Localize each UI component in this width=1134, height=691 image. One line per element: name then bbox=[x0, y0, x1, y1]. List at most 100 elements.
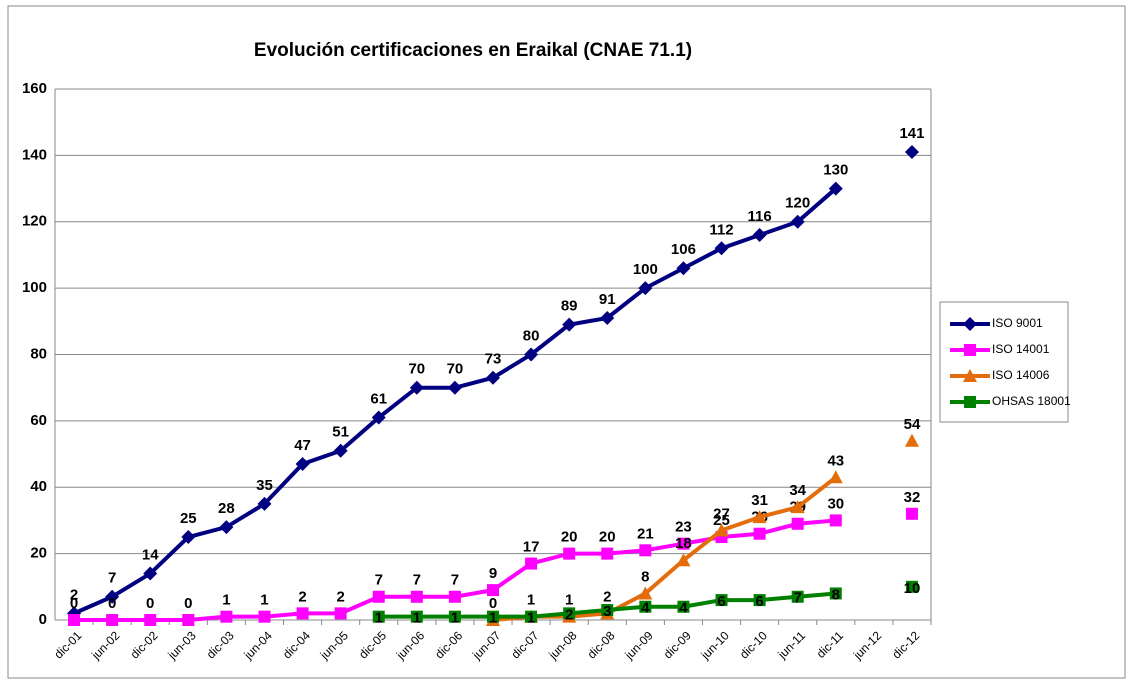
marker bbox=[144, 614, 157, 626]
data-label: 100 bbox=[633, 261, 658, 278]
data-label: 30 bbox=[827, 495, 844, 512]
data-label: 1 bbox=[527, 610, 535, 627]
data-label: 1 bbox=[489, 610, 497, 627]
data-label: 7 bbox=[375, 572, 383, 589]
data-label: 27 bbox=[713, 505, 730, 522]
data-label: 80 bbox=[523, 327, 540, 344]
data-label: 23 bbox=[675, 519, 692, 536]
y-tick-label: 60 bbox=[30, 412, 47, 429]
data-label: 14 bbox=[142, 547, 159, 564]
data-label: 54 bbox=[904, 416, 921, 433]
marker bbox=[753, 527, 766, 540]
data-label: 47 bbox=[294, 437, 311, 454]
marker bbox=[714, 241, 729, 256]
marker bbox=[964, 396, 976, 408]
marker bbox=[219, 520, 234, 535]
marker bbox=[752, 228, 767, 243]
data-label: 20 bbox=[599, 529, 616, 546]
marker bbox=[563, 607, 576, 620]
data-label: 1 bbox=[527, 592, 535, 609]
marker bbox=[904, 145, 919, 160]
data-label: 2 bbox=[70, 586, 78, 603]
data-label: 2 bbox=[565, 606, 573, 623]
marker bbox=[295, 457, 310, 472]
marker bbox=[563, 547, 576, 560]
y-tick-label: 40 bbox=[30, 478, 47, 495]
marker bbox=[334, 607, 347, 620]
marker bbox=[562, 317, 577, 332]
marker bbox=[257, 496, 272, 511]
marker bbox=[639, 600, 652, 613]
marker bbox=[524, 347, 539, 362]
data-label: 20 bbox=[561, 529, 578, 546]
data-label: 0 bbox=[108, 595, 116, 612]
data-label: 9 bbox=[489, 565, 497, 582]
marker bbox=[601, 604, 614, 617]
marker bbox=[487, 610, 499, 623]
data-label: 17 bbox=[523, 539, 540, 556]
marker bbox=[68, 614, 81, 626]
marker bbox=[677, 600, 690, 613]
marker bbox=[601, 547, 614, 560]
data-label: 1 bbox=[413, 610, 421, 627]
marker bbox=[715, 594, 728, 607]
marker bbox=[905, 580, 918, 593]
marker bbox=[447, 380, 462, 395]
marker bbox=[106, 614, 119, 626]
marker bbox=[676, 553, 691, 567]
y-tick-label: 20 bbox=[30, 545, 47, 562]
marker bbox=[600, 310, 615, 325]
legend-label: ISO 9001 bbox=[992, 316, 1043, 330]
marker bbox=[639, 544, 652, 557]
data-label: 112 bbox=[709, 221, 733, 238]
marker bbox=[448, 590, 461, 603]
y-tick-label: 100 bbox=[22, 279, 47, 296]
marker bbox=[828, 181, 843, 196]
marker bbox=[448, 610, 461, 623]
marker bbox=[964, 344, 976, 356]
y-tick-label: 140 bbox=[22, 146, 47, 163]
y-tick-label: 80 bbox=[30, 345, 47, 362]
marker bbox=[638, 281, 653, 296]
data-label: 21 bbox=[637, 525, 654, 542]
marker bbox=[143, 566, 158, 581]
data-label: 1 bbox=[565, 592, 573, 609]
data-label: 51 bbox=[332, 424, 349, 441]
marker bbox=[753, 594, 766, 607]
data-label: 35 bbox=[256, 477, 273, 494]
data-label: 1 bbox=[451, 610, 459, 627]
marker bbox=[371, 410, 386, 425]
legend-label: ISO 14006 bbox=[992, 368, 1050, 382]
data-label: 120 bbox=[785, 195, 810, 212]
data-label: 25 bbox=[713, 512, 730, 529]
data-label: 28 bbox=[218, 500, 235, 517]
data-label: 2 bbox=[336, 588, 344, 605]
marker bbox=[410, 590, 423, 603]
marker bbox=[905, 507, 918, 520]
data-label: 4 bbox=[641, 600, 650, 617]
data-label: 18 bbox=[675, 535, 692, 552]
data-label: 0 bbox=[489, 595, 497, 612]
data-label: 91 bbox=[599, 291, 616, 308]
data-label: 141 bbox=[899, 125, 924, 142]
data-label: 34 bbox=[789, 482, 806, 499]
data-label: 6 bbox=[717, 593, 725, 610]
legend: ISO 9001 ISO 14001 ISO 14006 OHSAS 18001 bbox=[939, 301, 1071, 423]
marker bbox=[790, 500, 805, 514]
data-label: 25 bbox=[180, 510, 197, 527]
marker bbox=[638, 586, 653, 600]
data-label: 70 bbox=[408, 361, 425, 378]
data-label: 61 bbox=[370, 391, 387, 408]
marker bbox=[791, 590, 804, 603]
data-label: 70 bbox=[447, 361, 464, 378]
marker bbox=[182, 614, 195, 626]
marker bbox=[409, 380, 424, 395]
marker bbox=[829, 514, 842, 527]
data-label: 0 bbox=[184, 595, 192, 612]
marker bbox=[372, 610, 385, 623]
y-tick-label: 120 bbox=[22, 213, 47, 230]
data-label: 106 bbox=[671, 241, 696, 258]
marker bbox=[487, 584, 499, 597]
marker bbox=[752, 510, 767, 524]
